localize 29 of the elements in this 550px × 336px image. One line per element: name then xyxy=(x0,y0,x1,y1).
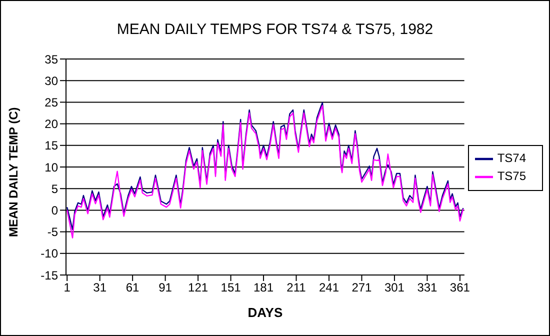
x-tick-label: 271 xyxy=(352,280,372,295)
x-tick-label: 301 xyxy=(384,280,405,295)
y-tick-label: 25 xyxy=(44,95,58,110)
x-axis-title: DAYS xyxy=(248,305,283,320)
y-tick-label: 5 xyxy=(51,182,58,196)
x-tick-label: 181 xyxy=(254,280,274,295)
x-tick-label: 91 xyxy=(158,280,172,295)
y-tick-label: 20 xyxy=(44,117,58,132)
y-tick-label: 15 xyxy=(44,138,58,153)
x-tick-label: 61 xyxy=(126,280,140,295)
x-tick-label: 121 xyxy=(188,280,208,295)
y-axis-title: MEAN DAILY TEMP (C) xyxy=(6,107,20,237)
x-tick-label: 241 xyxy=(318,280,340,295)
x-tick-label: 1 xyxy=(64,280,71,295)
y-tick-label: 10 xyxy=(44,160,58,174)
y-tick-label: 30 xyxy=(44,74,58,88)
x-tick-label: 31 xyxy=(93,280,107,295)
legend-label: TS75 xyxy=(497,169,526,184)
chart-title: MEAN DAILY TEMPS FOR TS74 & TS75, 1982 xyxy=(116,21,434,38)
x-tick-label: 211 xyxy=(286,280,306,295)
y-tick-label: -10 xyxy=(40,246,58,261)
y-tick-label: -15 xyxy=(40,268,58,282)
x-tick-label: 151 xyxy=(220,280,242,295)
legend-label: TS74 xyxy=(497,151,526,166)
x-tick-label: 331 xyxy=(417,280,438,295)
y-tick-label: 35 xyxy=(44,52,58,66)
x-tick-label: 361 xyxy=(450,280,470,295)
y-tick-label: -5 xyxy=(47,225,58,240)
y-tick-label: 0 xyxy=(51,203,58,218)
